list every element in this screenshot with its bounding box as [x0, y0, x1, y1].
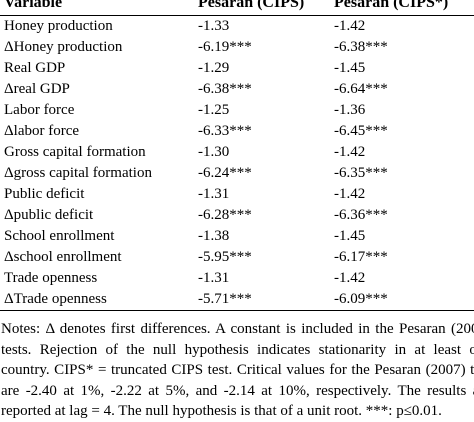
cell-variable: Real GDP: [4, 60, 66, 76]
table-row: Δgross capital formation -6.24*** -6.35***: [0, 163, 474, 184]
cell-variable: Δpublic deficit: [4, 207, 94, 223]
header-row: Variable Pesaran (CIPS) Pesaran (CIPS*): [0, 0, 474, 16]
cell-cips: -1.31: [198, 186, 230, 202]
cell-variable: Δlabor force: [4, 123, 80, 139]
cell-cips: -1.29: [198, 60, 230, 76]
unit-root-table-container: Variable Pesaran (CIPS) Pesaran (CIPS*) …: [0, 0, 474, 311]
table-row: Δlabor force -6.33*** -6.45***: [0, 121, 474, 142]
cell-cips-star: -1.42: [334, 144, 366, 160]
table-row: School enrollment -1.38 -1.45: [0, 226, 474, 247]
cell-cips-star: -6.35***: [334, 165, 388, 181]
header-variable: Variable: [0, 0, 192, 16]
cell-cips: -6.19***: [198, 39, 252, 55]
cell-cips-star: -1.36: [334, 102, 366, 118]
unit-root-table: Variable Pesaran (CIPS) Pesaran (CIPS*) …: [0, 0, 474, 311]
cell-cips-star: -6.09***: [330, 289, 474, 311]
cell-cips-star: -1.42: [334, 186, 366, 202]
cell-cips: -1.38: [198, 228, 230, 244]
cell-variable: Δreal GDP: [4, 81, 70, 97]
table-row: Trade openness -1.31 -1.42: [0, 268, 474, 289]
table-row: Labor force -1.25 -1.36: [0, 100, 474, 121]
cell-variable: Gross capital formation: [4, 144, 146, 160]
cell-variable: Labor force: [4, 102, 75, 118]
cell-cips: -1.31: [198, 270, 230, 286]
table-row: Public deficit -1.31 -1.42: [0, 184, 474, 205]
table-notes: Notes: Δ denotes first differences. A co…: [1, 319, 474, 422]
cell-cips-star: -6.38***: [334, 39, 388, 55]
cell-cips: -6.24***: [198, 165, 252, 181]
cell-cips: -6.38***: [198, 81, 252, 97]
cell-variable: Public deficit: [4, 186, 85, 202]
header-cips-star: Pesaran (CIPS*): [330, 0, 474, 16]
table-row: ΔTrade openness -5.71*** -6.09***: [0, 289, 474, 311]
table-row: Δreal GDP -6.38*** -6.64***: [0, 79, 474, 100]
table-header: Variable Pesaran (CIPS) Pesaran (CIPS*): [0, 0, 474, 16]
header-cips: Pesaran (CIPS): [192, 0, 330, 16]
cell-cips-star: -6.36***: [334, 207, 388, 223]
cell-cips: -6.28***: [198, 207, 252, 223]
cell-cips-star: -6.17***: [334, 249, 388, 265]
cell-variable: Trade openness: [4, 270, 98, 286]
table-row: Δpublic deficit -6.28*** -6.36***: [0, 205, 474, 226]
cell-cips-star: -6.64***: [334, 81, 388, 97]
cell-variable: Honey production: [4, 18, 113, 34]
cell-variable: Δschool enrollment: [4, 249, 122, 265]
cell-cips: -1.33: [198, 18, 230, 34]
cell-cips-star: -1.45: [334, 60, 366, 76]
cell-cips-star: -1.42: [334, 18, 366, 34]
table-row: Real GDP -1.29 -1.45: [0, 58, 474, 79]
cell-variable: School enrollment: [4, 228, 115, 244]
cell-variable: ΔHoney production: [4, 39, 123, 55]
cell-variable: ΔTrade openness: [0, 289, 192, 311]
cell-cips: -1.30: [198, 144, 230, 160]
table-body: Honey production -1.33 -1.42 ΔHoney product…: [0, 16, 474, 311]
cell-cips: -1.25: [198, 102, 230, 118]
table-row: Gross capital formation -1.30 -1.42: [0, 142, 474, 163]
table-row: ΔHoney production -6.19*** -6.38***: [0, 37, 474, 58]
cell-cips: -5.95***: [198, 249, 252, 265]
cell-cips: -6.33***: [198, 123, 252, 139]
cell-cips-star: -1.45: [334, 228, 366, 244]
cell-cips-star: -1.42: [334, 270, 366, 286]
cell-cips: -5.71***: [192, 289, 330, 311]
cell-cips-star: -6.45***: [334, 123, 388, 139]
table-row: Δschool enrollment -5.95*** -6.17***: [0, 247, 474, 268]
cell-variable: Δgross capital formation: [4, 165, 152, 181]
table-row: Honey production -1.33 -1.42: [0, 16, 474, 38]
notes-text: Notes: Δ denotes first differences. A co…: [1, 321, 474, 419]
